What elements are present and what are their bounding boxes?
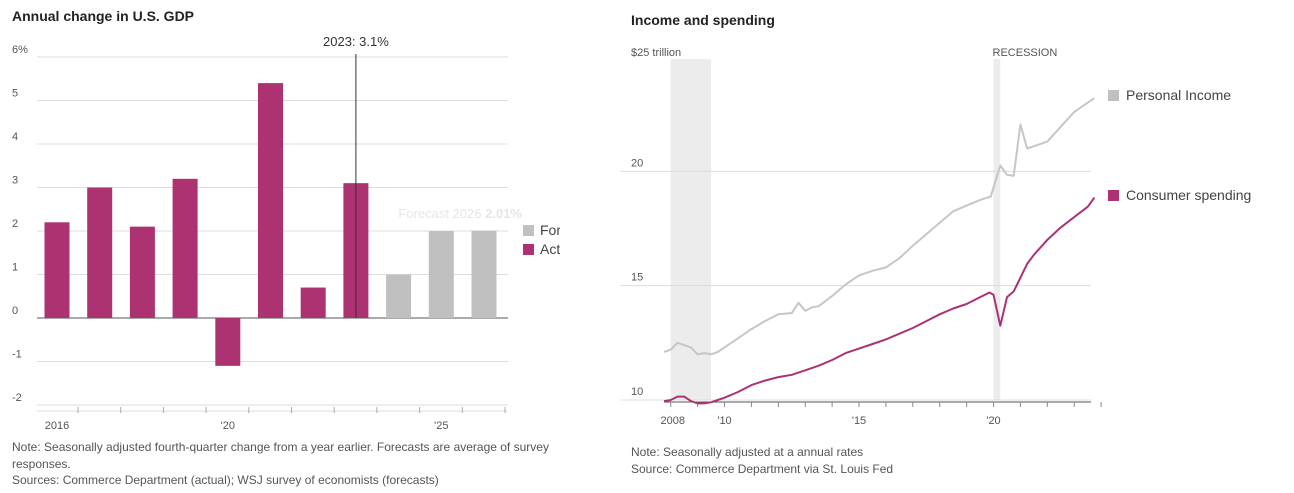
gdp-forecast-annotation: Forecast 2026 2.01% [398,206,522,221]
gdp-x-tick-label: '25 [434,420,448,432]
gdp-forecast-bar [471,230,497,318]
gdp-y-tick-label: -2 [12,392,22,404]
gdp-forecast-bar [428,231,454,318]
gdp-actual-bar [300,287,326,318]
income-legend-swatch [1108,190,1119,201]
gdp-chart-title: Annual change in U.S. GDP [12,8,195,24]
gdp-chart-panel: Annual change in U.S. GDP 6% 5 4 3 2 1 0 -1 -2 20… [0,0,560,493]
gdp-y-tick-label: 2 [12,218,18,230]
gdp-note: Note: Seasonally adjusted fourth-quarter… [12,440,549,471]
gdp-y-tick-label: -1 [12,349,22,361]
recession-band [670,59,712,400]
income-legend-swatch [1108,90,1119,101]
income-legend-label: Personal Income [1126,87,1231,103]
consumer-spending-line [663,197,1096,405]
gdp-legend-label: Actual [540,241,560,257]
income-source: Source: Commerce Department via St. Loui… [631,461,894,476]
gdp-chart-notes: Note: Seasonally adjusted fourth-quarter… [12,439,557,489]
gdp-x-tick-label: '20 [221,420,235,432]
gdp-actual-bar [44,222,70,318]
income-chart-notes: Note: Seasonally adjusted at a annual ra… [631,444,893,477]
gdp-legend-swatch [523,244,534,255]
gdp-actual-bar [258,83,283,318]
gdp-actual-bar [87,187,113,318]
gdp-actual-bar [129,226,155,318]
gdp-forecast-bar [386,274,412,318]
income-y-tick-label: 10 [631,386,643,398]
gdp-forecast-annotation-value: 2.01% [485,206,522,221]
gdp-legend-label: Forecast [540,222,560,238]
income-legend-label: Consumer spending [1126,187,1251,203]
income-x-tick-label: '10 [717,415,731,427]
income-y-tick-label: 20 [631,157,643,169]
gdp-y-tick-label: 1 [12,262,18,274]
income-y-tick-label: $25 trillion [631,47,681,59]
recession-band [993,59,1001,400]
gdp-y-tick-label: 3 [12,175,18,187]
gdp-y-tick-label: 5 [12,88,18,100]
gdp-y-tick-label: 6% [12,44,28,56]
income-note: Note: Seasonally adjusted at a annual ra… [631,445,864,459]
gdp-forecast-annotation-prefix: Forecast 2026 [398,206,485,221]
gdp-x-tick-label: 2016 [45,420,69,432]
gdp-bar-chart: 6% 5 4 3 2 1 0 -1 -2 2016 '20 '25 2023: 3.1% Forecast… [12,34,560,432]
income-x-tick-label: '20 [986,415,1000,427]
gdp-2023-annotation: 2023: 3.1% [323,34,389,49]
gdp-actual-bar [215,318,241,366]
gdp-actual-bar [172,178,198,318]
gdp-y-tick-label: 4 [12,131,18,143]
income-x-tick-label: 2008 [660,415,684,427]
income-chart-title: Income and spending [631,12,775,28]
gdp-sources: Sources: Commerce Department (actual); W… [12,473,439,487]
income-spending-line-chart: RECESSION $25 trillion 20 15 10 2008 '10 '15 '20… [620,47,1251,427]
income-spending-panel: Income and spending RECESSION $25 trillio… [620,0,1294,493]
gdp-y-tick-label: 0 [12,305,18,317]
recession-label: RECESSION [993,47,1058,59]
personal-income-line [663,97,1095,356]
income-y-tick-label: 15 [631,272,643,284]
gdp-legend-swatch [523,225,534,236]
income-x-tick-label: '15 [852,415,866,427]
